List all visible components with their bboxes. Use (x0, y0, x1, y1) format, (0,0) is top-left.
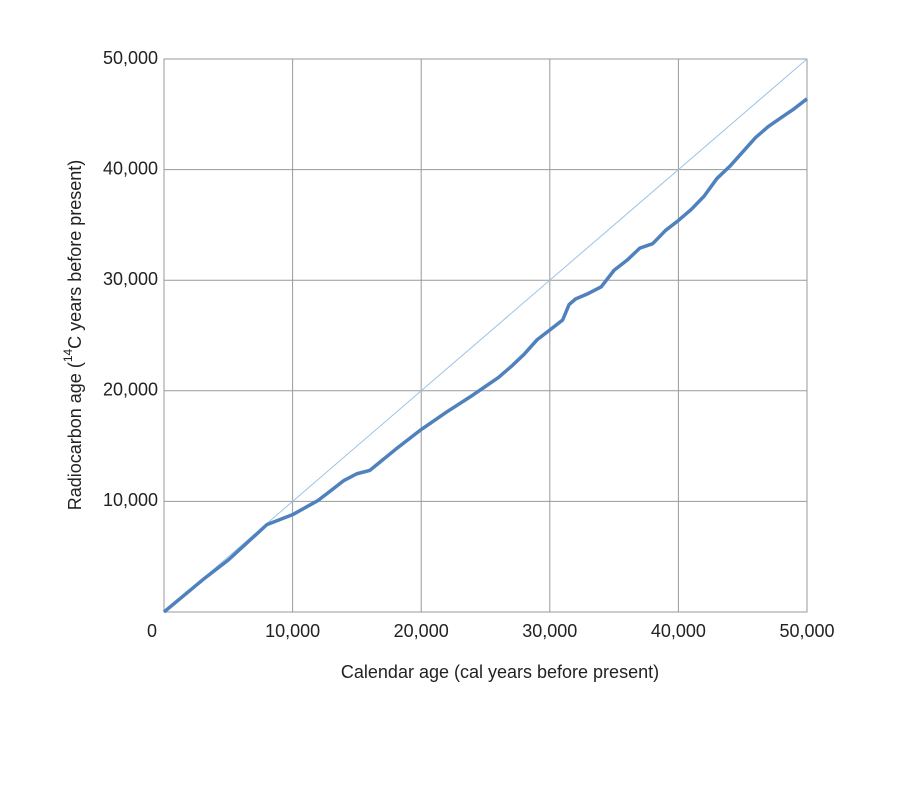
x-axis-label: Calendar age (cal years before present) (341, 662, 659, 682)
y-tick-label: 50,000 (103, 48, 158, 68)
y-axis-label: Radiocarbon age (14C years before presen… (61, 160, 85, 511)
x-tick-label: 40,000 (651, 621, 706, 641)
y-axis-label-superscript: 14 (61, 348, 75, 362)
y-tick-label: 30,000 (103, 269, 158, 289)
y-tick-label: 20,000 (103, 380, 158, 400)
x-tick-label: 20,000 (394, 621, 449, 641)
x-tick-label: 30,000 (522, 621, 577, 641)
series-line (162, 97, 809, 614)
series-line (163, 58, 808, 613)
y-tick-label: 40,000 (103, 158, 158, 178)
y-axis-label-part: Radiocarbon age ( (65, 362, 85, 510)
y-axis-label-part: C years before present) (65, 160, 85, 349)
y-tick-label: 10,000 (103, 490, 158, 510)
x-tick-label: 50,000 (779, 621, 834, 641)
x-tick-label: 10,000 (265, 621, 320, 641)
x-tick-label: 0 (147, 621, 157, 641)
